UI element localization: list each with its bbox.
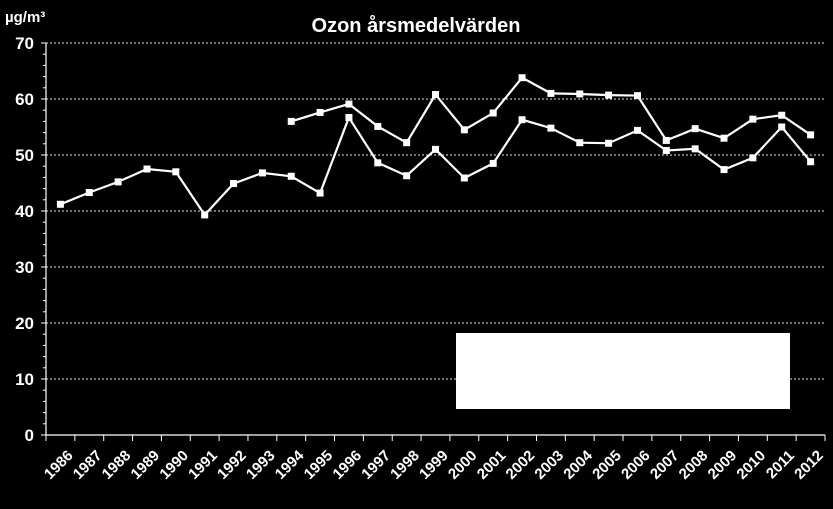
series-1-point — [143, 165, 151, 173]
series-2-point — [460, 126, 468, 134]
series-2-point — [576, 90, 584, 98]
series-2-point — [403, 139, 411, 147]
series-1-point — [345, 113, 353, 121]
series-1-point — [56, 200, 64, 208]
series-2-point — [605, 91, 613, 99]
grid-lines — [46, 42, 825, 380]
series-1-point — [258, 169, 266, 177]
series-2-point — [432, 91, 439, 99]
y-tick-label: 10 — [15, 370, 34, 389]
y-tick-label: 60 — [15, 90, 34, 109]
series-1-point — [432, 145, 439, 153]
y-tick-label: 20 — [15, 314, 34, 333]
series-2-point — [749, 115, 757, 123]
series-1-point — [374, 159, 382, 167]
series-1-point — [576, 139, 584, 147]
series-2-point — [720, 134, 728, 142]
series-2-point — [287, 117, 295, 125]
series-2-point — [316, 108, 324, 116]
series-1-point — [720, 166, 728, 174]
y-tick-labels: 0 10 20 30 40 50 60 70 — [15, 34, 34, 445]
series-1-point — [172, 168, 180, 176]
series-1-point — [691, 145, 699, 153]
y-tick-label: 0 — [25, 426, 34, 445]
series-1-point — [489, 159, 497, 167]
series-1-point — [547, 124, 555, 132]
series-1-point — [287, 172, 295, 180]
series-1-point — [605, 139, 613, 147]
series-1-point — [316, 189, 324, 197]
series-2-point — [489, 109, 497, 117]
y-tick-label: 70 — [15, 34, 34, 53]
series-2-point — [345, 100, 353, 108]
series-2-point — [374, 122, 382, 130]
axes — [41, 42, 826, 441]
series-1-point — [778, 123, 786, 131]
series-1-point — [662, 147, 670, 155]
series-1-point — [460, 174, 468, 182]
series-2-point — [547, 89, 555, 97]
y-tick-label: 50 — [15, 146, 34, 165]
chart-title: Ozon årsmedelvärden — [312, 14, 521, 37]
series-2-point — [778, 111, 786, 119]
y-axis-unit-label: µg/m³ — [5, 9, 45, 26]
series-2-point — [518, 74, 526, 82]
series-1-point — [114, 178, 122, 186]
series-group — [56, 74, 815, 219]
series-2-point — [633, 92, 641, 100]
series-1-point — [230, 180, 238, 188]
series-1-point — [749, 154, 757, 162]
legend-box — [456, 333, 790, 409]
series-1-point — [518, 116, 526, 124]
series-1-point — [85, 189, 93, 197]
series-2-point — [691, 125, 699, 133]
series-2-point — [807, 131, 815, 139]
series-2-point — [662, 136, 670, 144]
y-tick-label: 30 — [15, 258, 34, 277]
series-1-point — [403, 172, 411, 180]
series-1-point — [201, 211, 209, 219]
series-1-point — [807, 158, 815, 166]
series-1-point — [633, 126, 641, 134]
y-tick-label: 40 — [15, 202, 34, 221]
